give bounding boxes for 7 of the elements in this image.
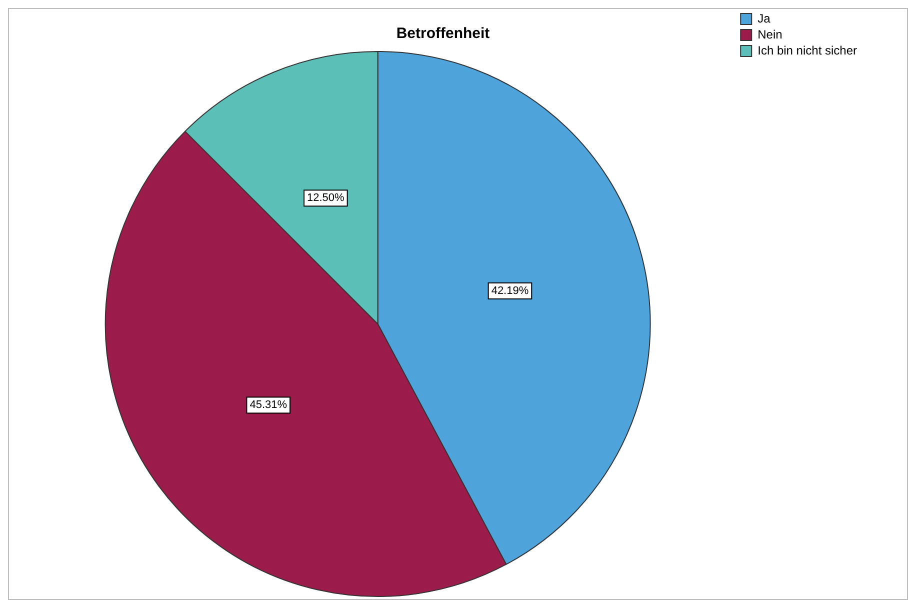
data-label: 12.50% [307,192,345,204]
legend-label: Ich bin nicht sicher [758,43,858,58]
data-label: 42.19% [491,284,529,297]
text: Betroffenheit [396,25,490,42]
data-label: 45.31% [250,399,288,412]
legend-label: Ja [758,11,771,26]
legend-label: Nein [758,27,782,42]
